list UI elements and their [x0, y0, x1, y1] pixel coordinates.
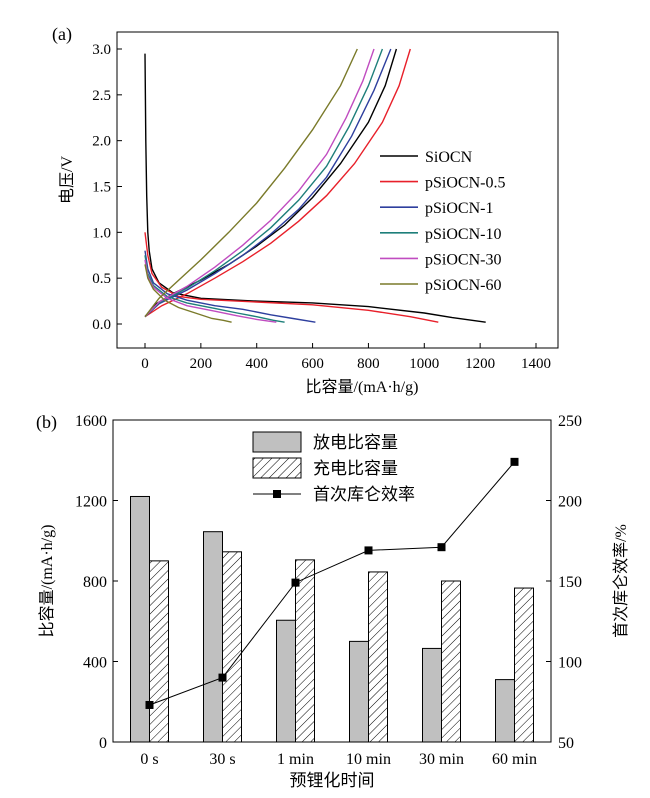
panel-b-x-axis: 0 s 30 s 1 min 10 min 30 min 60 min — [140, 751, 537, 768]
bar-charge-capacity — [368, 571, 388, 743]
panel-b-y-tick-label: 0 — [99, 735, 107, 752]
panel-a-x-label: 比容量/(mA·h/g) — [306, 378, 419, 396]
panel-b-y-tick-label: 800 — [83, 574, 107, 591]
panel-b-x-tick-label: 0 s — [140, 751, 158, 768]
legend-swatch-discharge — [252, 431, 302, 453]
panel-b-y2-label: 首次库仑效率/% — [612, 524, 630, 638]
panel-b-efficiency-line — [145, 457, 519, 709]
efficiency-marker — [291, 578, 300, 587]
panel-a-y-label: 电压/V — [58, 156, 76, 204]
panel-b-y2-tick-label: 50 — [558, 735, 574, 752]
panel-a-x-tick-label: 200 — [190, 356, 213, 372]
bar-charge-capacity — [149, 560, 169, 743]
legend-label: pSiOCN-1 — [425, 200, 493, 217]
panel-b: (b) 0 s 30 s 1 min 10 min 30 min 60 min 0 400 8… — [36, 412, 630, 790]
bar-charge-capacity — [514, 587, 534, 743]
panel-a-x-tick-label: 0 — [141, 356, 149, 372]
panel-a-plot-frame — [116, 31, 559, 349]
panel-a-y-tick-label: 0.5 — [92, 271, 111, 287]
panel-a: (a) 0 200 400 600 800 1000 1200 1400 0.0 0.5 1.0 1… — [52, 24, 559, 396]
panel-b-x-tick-label: 30 s — [209, 751, 235, 768]
panel-a-curves — [144, 48, 486, 323]
efficiency-marker — [145, 700, 154, 709]
legend-label: 首次库仑效率 — [313, 485, 415, 504]
legend-label: 充电比容量 — [313, 459, 398, 478]
panel-b-x-label: 预锂化时间 — [290, 771, 375, 790]
curve-psiocn-0-5-discharge — [144, 232, 439, 323]
legend-label: pSiOCN-10 — [425, 226, 501, 243]
legend-label: pSiOCN-0.5 — [425, 175, 505, 192]
legend-swatch-efficiency-marker — [273, 490, 281, 498]
efficiency-marker — [218, 673, 227, 682]
curve-psiocn-60-discharge — [144, 264, 232, 323]
panel-b-y-tick-label: 1200 — [75, 494, 107, 511]
legend-label: pSiOCN-60 — [425, 277, 501, 294]
panel-a-y-tick-label: 1.5 — [92, 180, 111, 196]
bar-charge-capacity — [295, 559, 315, 743]
efficiency-line — [149, 461, 515, 706]
panel-a-x-tick-label: 1400 — [521, 356, 551, 372]
panel-b-y2-axis: 50 100 150 200 250 — [546, 413, 582, 752]
panel-a-x-tick-label: 1200 — [465, 356, 495, 372]
curve-psiocn-10-charge — [144, 48, 384, 318]
curve-psiocn-30-discharge — [144, 259, 277, 323]
panel-a-y-tick-label: 0.0 — [92, 317, 111, 333]
panel-b-x-tick-label: 1 min — [277, 751, 314, 768]
panel-b-bars — [130, 495, 534, 743]
panel-a-x-tick-label: 800 — [357, 356, 380, 372]
panel-a-legend: SiOCN pSiOCN-0.5 pSiOCN-1 pSiOCN-10 pSiOCN-3… — [380, 149, 505, 294]
curve-psiocn-1-discharge — [144, 250, 316, 323]
bar-discharge-capacity — [203, 531, 223, 743]
bar-discharge-capacity — [495, 679, 515, 743]
panel-a-x-tick-label: 1000 — [409, 356, 439, 372]
panel-b-y2-tick-label: 150 — [558, 574, 582, 591]
panel-a-label: (a) — [52, 24, 72, 45]
bar-discharge-capacity — [349, 640, 369, 743]
bar-charge-capacity — [222, 551, 242, 743]
panel-b-y-label: 比容量/(mA·h/g) — [38, 525, 56, 638]
legend-label: SiOCN — [425, 149, 473, 166]
panel-b-y2-tick-label: 250 — [558, 413, 582, 430]
panel-b-y-tick-label: 400 — [83, 655, 107, 672]
panel-a-x-tick-label: 600 — [301, 356, 324, 372]
panel-a-y-tick-label: 3.0 — [92, 42, 111, 58]
bar-discharge-capacity — [422, 647, 442, 743]
legend-label: 放电比容量 — [313, 433, 398, 452]
panel-b-label: (b) — [36, 412, 57, 433]
panel-a-y-tick-label: 2.0 — [92, 134, 111, 150]
panel-b-x-tick-label: 10 min — [346, 751, 391, 768]
panel-a-y-tick-label: 2.5 — [92, 88, 111, 104]
curve-psiocn-10-discharge — [144, 255, 285, 323]
legend-label: pSiOCN-30 — [425, 251, 501, 268]
curve-psiocn-60-charge — [144, 48, 358, 318]
legend-swatch-charge — [252, 457, 302, 479]
panel-b-y-tick-label: 1600 — [75, 413, 107, 430]
panel-a-y-axis: 0.0 0.5 1.0 1.5 2.0 2.5 3.0 — [92, 42, 122, 333]
curve-psiocn-30-charge — [144, 48, 375, 318]
efficiency-marker — [437, 543, 446, 552]
panel-a-y-tick-label: 1.0 — [92, 225, 111, 241]
panel-b-x-tick-label: 30 min — [419, 751, 464, 768]
panel-b-y2-tick-label: 200 — [558, 494, 582, 511]
panel-b-x-tick-label: 60 min — [492, 751, 537, 768]
panel-a-x-axis: 0 200 400 600 800 1000 1200 1400 — [141, 343, 551, 372]
panel-b-y-axis: 0 400 800 1200 1600 — [75, 413, 118, 752]
efficiency-marker — [364, 546, 373, 555]
curve-psiocn-1-charge — [144, 48, 392, 318]
curve-psiocn-0-5-charge — [144, 48, 411, 318]
bar-discharge-capacity — [276, 619, 296, 743]
bar-charge-capacity — [441, 580, 461, 743]
panel-b-y2-tick-label: 100 — [558, 655, 582, 672]
efficiency-marker — [510, 457, 519, 466]
panel-a-x-tick-label: 400 — [245, 356, 268, 372]
